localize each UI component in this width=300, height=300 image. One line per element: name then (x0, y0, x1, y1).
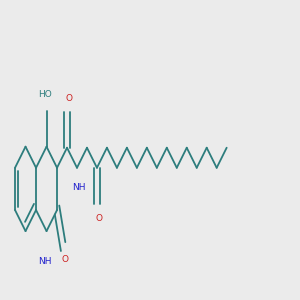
Text: HO: HO (38, 90, 52, 99)
Text: O: O (61, 255, 68, 264)
Text: NH: NH (38, 256, 52, 266)
Text: NH: NH (72, 183, 85, 192)
Text: O: O (95, 214, 102, 223)
Text: O: O (66, 94, 73, 103)
